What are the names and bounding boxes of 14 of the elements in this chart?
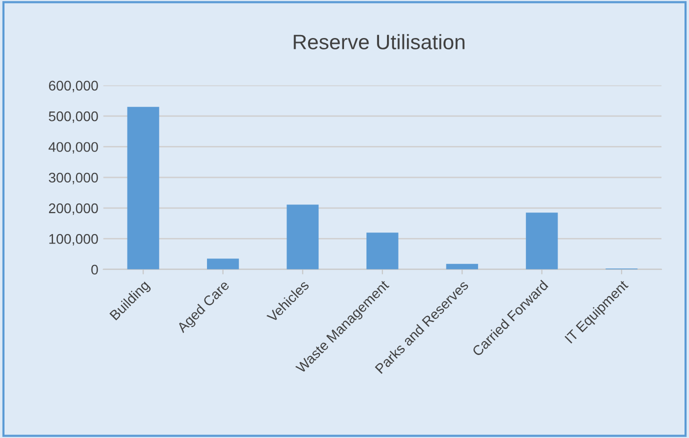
bar [127, 106, 160, 270]
y-tick-label: 300,000 [48, 172, 98, 184]
y-tick-label: 100,000 [49, 234, 98, 246]
chart-title: Reserve Utilisation [294, 34, 464, 50]
bar [286, 204, 319, 270]
y-tick-label: 600,000 [48, 80, 98, 92]
bar [526, 212, 558, 270]
y-tick-label: 200,000 [48, 203, 98, 215]
bar [206, 258, 239, 270]
y-tick-label: 0 [91, 264, 98, 275]
y-tick-label: 400,000 [48, 142, 98, 154]
bar [366, 232, 398, 270]
y-tick-label: 500,000 [48, 111, 98, 123]
bar [446, 264, 478, 270]
